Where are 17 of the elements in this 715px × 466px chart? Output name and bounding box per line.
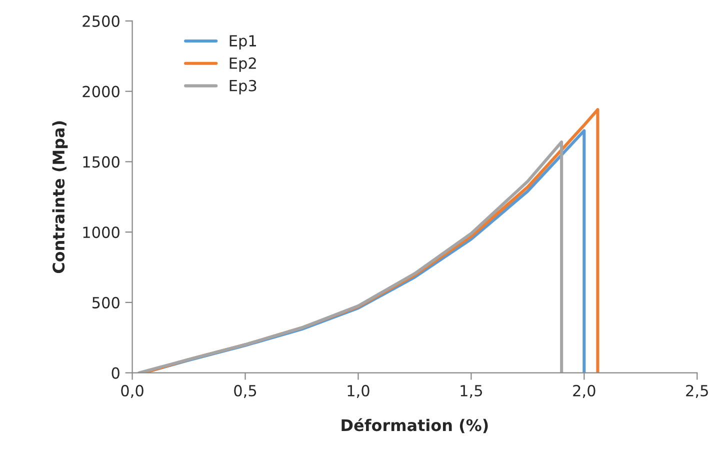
- legend-label: Ep3: [230, 80, 256, 94]
- legend-label: Ep1: [230, 35, 256, 50]
- y-axis-title: Contrainte (Mpa): [52, 121, 68, 274]
- x-tick-label: 0,5: [234, 384, 256, 398]
- y-tick-label: 500: [92, 296, 120, 308]
- x-tick-label: 1,0: [348, 384, 370, 398]
- x-tick-label: 2,0: [573, 384, 596, 398]
- y-tick-label: 1500: [83, 156, 120, 168]
- y-tick-label: 2000: [82, 86, 120, 98]
- x-tick-label: 2,5: [686, 384, 708, 398]
- x-axis-title: Déformation (%): [342, 418, 488, 434]
- x-tick-label: 1,5: [460, 385, 482, 398]
- x-tick-label: 0,0: [121, 384, 144, 398]
- y-tick-label: 1000: [83, 226, 120, 238]
- y-tick-label: 0: [112, 367, 120, 379]
- y-tick-label: 2500: [82, 15, 120, 27]
- legend-label: Ep2: [230, 57, 256, 72]
